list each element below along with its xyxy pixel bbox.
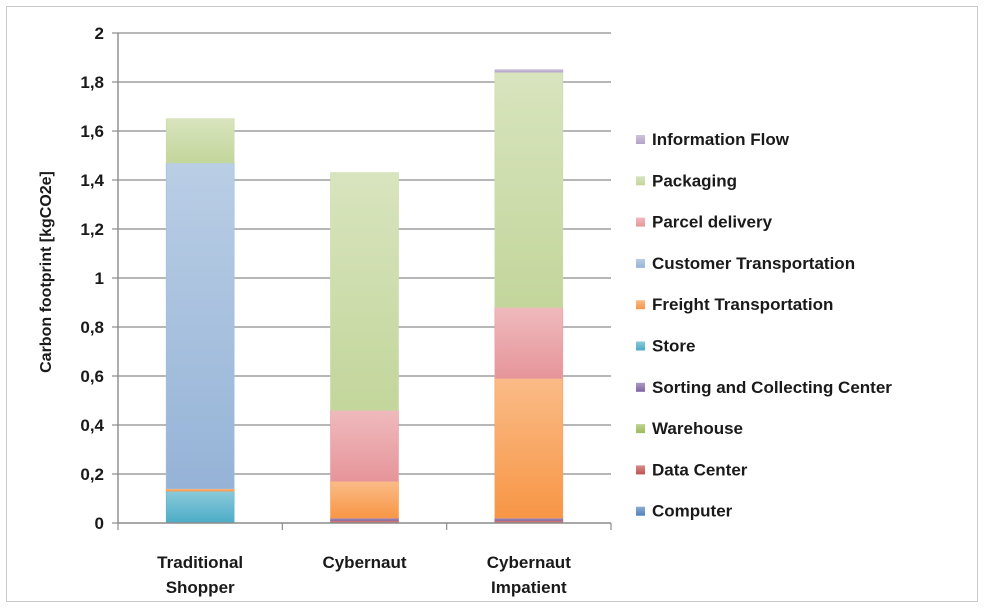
legend-swatch (636, 258, 645, 268)
y-axis-ticks: 0 0,2 0,4 0,6 0,8 1 1,2 1,4 1,6 1,8 2 (80, 24, 118, 533)
legend-label: Packaging (652, 171, 737, 190)
legend-label: Data Center (652, 460, 748, 479)
legend-label: Store (652, 337, 695, 356)
legend-label: Warehouse (652, 419, 743, 438)
legend-swatch (636, 135, 645, 144)
chart-frame: 0 0,2 0,4 0,6 0,8 1 1,2 1,4 1,6 1,8 2 Traditional S… (6, 6, 978, 602)
bar-segment-information-flow (494, 69, 564, 73)
bar-segment-store (165, 490, 235, 524)
axes (117, 33, 611, 530)
x-category-label: Cybernaut (322, 553, 406, 572)
legend-label: Information Flow (652, 130, 790, 149)
legend-label: Customer Transportation (652, 254, 855, 273)
y-tick-label: 0,6 (80, 367, 104, 386)
legend-swatch (636, 176, 645, 186)
legend-swatch (636, 341, 645, 351)
bar-segment-freight-transportation (330, 481, 399, 519)
legend-swatch (636, 217, 645, 227)
y-axis-label: Carbon footprint [kgCO2e] (38, 171, 55, 373)
legend-swatch (636, 300, 645, 310)
x-category-label: Shopper (166, 578, 235, 597)
bar-segment-packaging (330, 172, 399, 411)
legend-swatch (636, 465, 645, 475)
y-tick-label: 1,2 (80, 220, 104, 239)
legend: Information Flow Packaging Parcel delivery… (636, 130, 892, 521)
bar-segment-parcel-delivery (494, 307, 564, 379)
y-tick-label: 1 (95, 269, 104, 288)
y-tick-label: 0,8 (80, 318, 104, 337)
legend-label: Sorting and Collecting Center (652, 378, 892, 397)
legend-label: Computer (652, 502, 733, 521)
bar-segment-customer-transportation (165, 162, 235, 490)
x-category-label: Cybernaut (487, 553, 571, 572)
y-tick-label: 1,6 (80, 122, 104, 141)
stacked-bar-chart: 0 0,2 0,4 0,6 0,8 1 1,2 1,4 1,6 1,8 2 Traditional S… (38, 24, 892, 597)
y-tick-label: 1,4 (80, 171, 104, 190)
x-category-label: Traditional (157, 553, 243, 572)
bars (165, 69, 612, 530)
bar-segment-sorting-and-collecting-center (494, 517, 564, 521)
y-tick-label: 1,8 (80, 73, 104, 92)
bar-segment-freight-transportation (165, 488, 235, 492)
legend-label: Parcel delivery (652, 213, 773, 232)
bar-segment-packaging (165, 118, 235, 164)
bar-segment-parcel-delivery (330, 409, 399, 482)
legend-swatch (636, 382, 645, 392)
bar-segment-packaging (494, 71, 564, 308)
legend-swatch (636, 506, 645, 516)
bar-segment-sorting-and-collecting-center (330, 517, 399, 521)
legend-label: Freight Transportation (652, 295, 833, 314)
y-tick-label: 0,4 (80, 416, 104, 435)
y-tick-label: 0 (95, 514, 104, 533)
x-category-label: Impatient (491, 578, 567, 597)
bar-segment-freight-transportation (494, 378, 564, 519)
x-axis-labels: Traditional Shopper Cybernaut Cybernaut Impa… (157, 553, 571, 597)
y-tick-label: 0,2 (80, 465, 104, 484)
y-tick-label: 2 (95, 24, 104, 43)
legend-swatch (636, 424, 645, 434)
